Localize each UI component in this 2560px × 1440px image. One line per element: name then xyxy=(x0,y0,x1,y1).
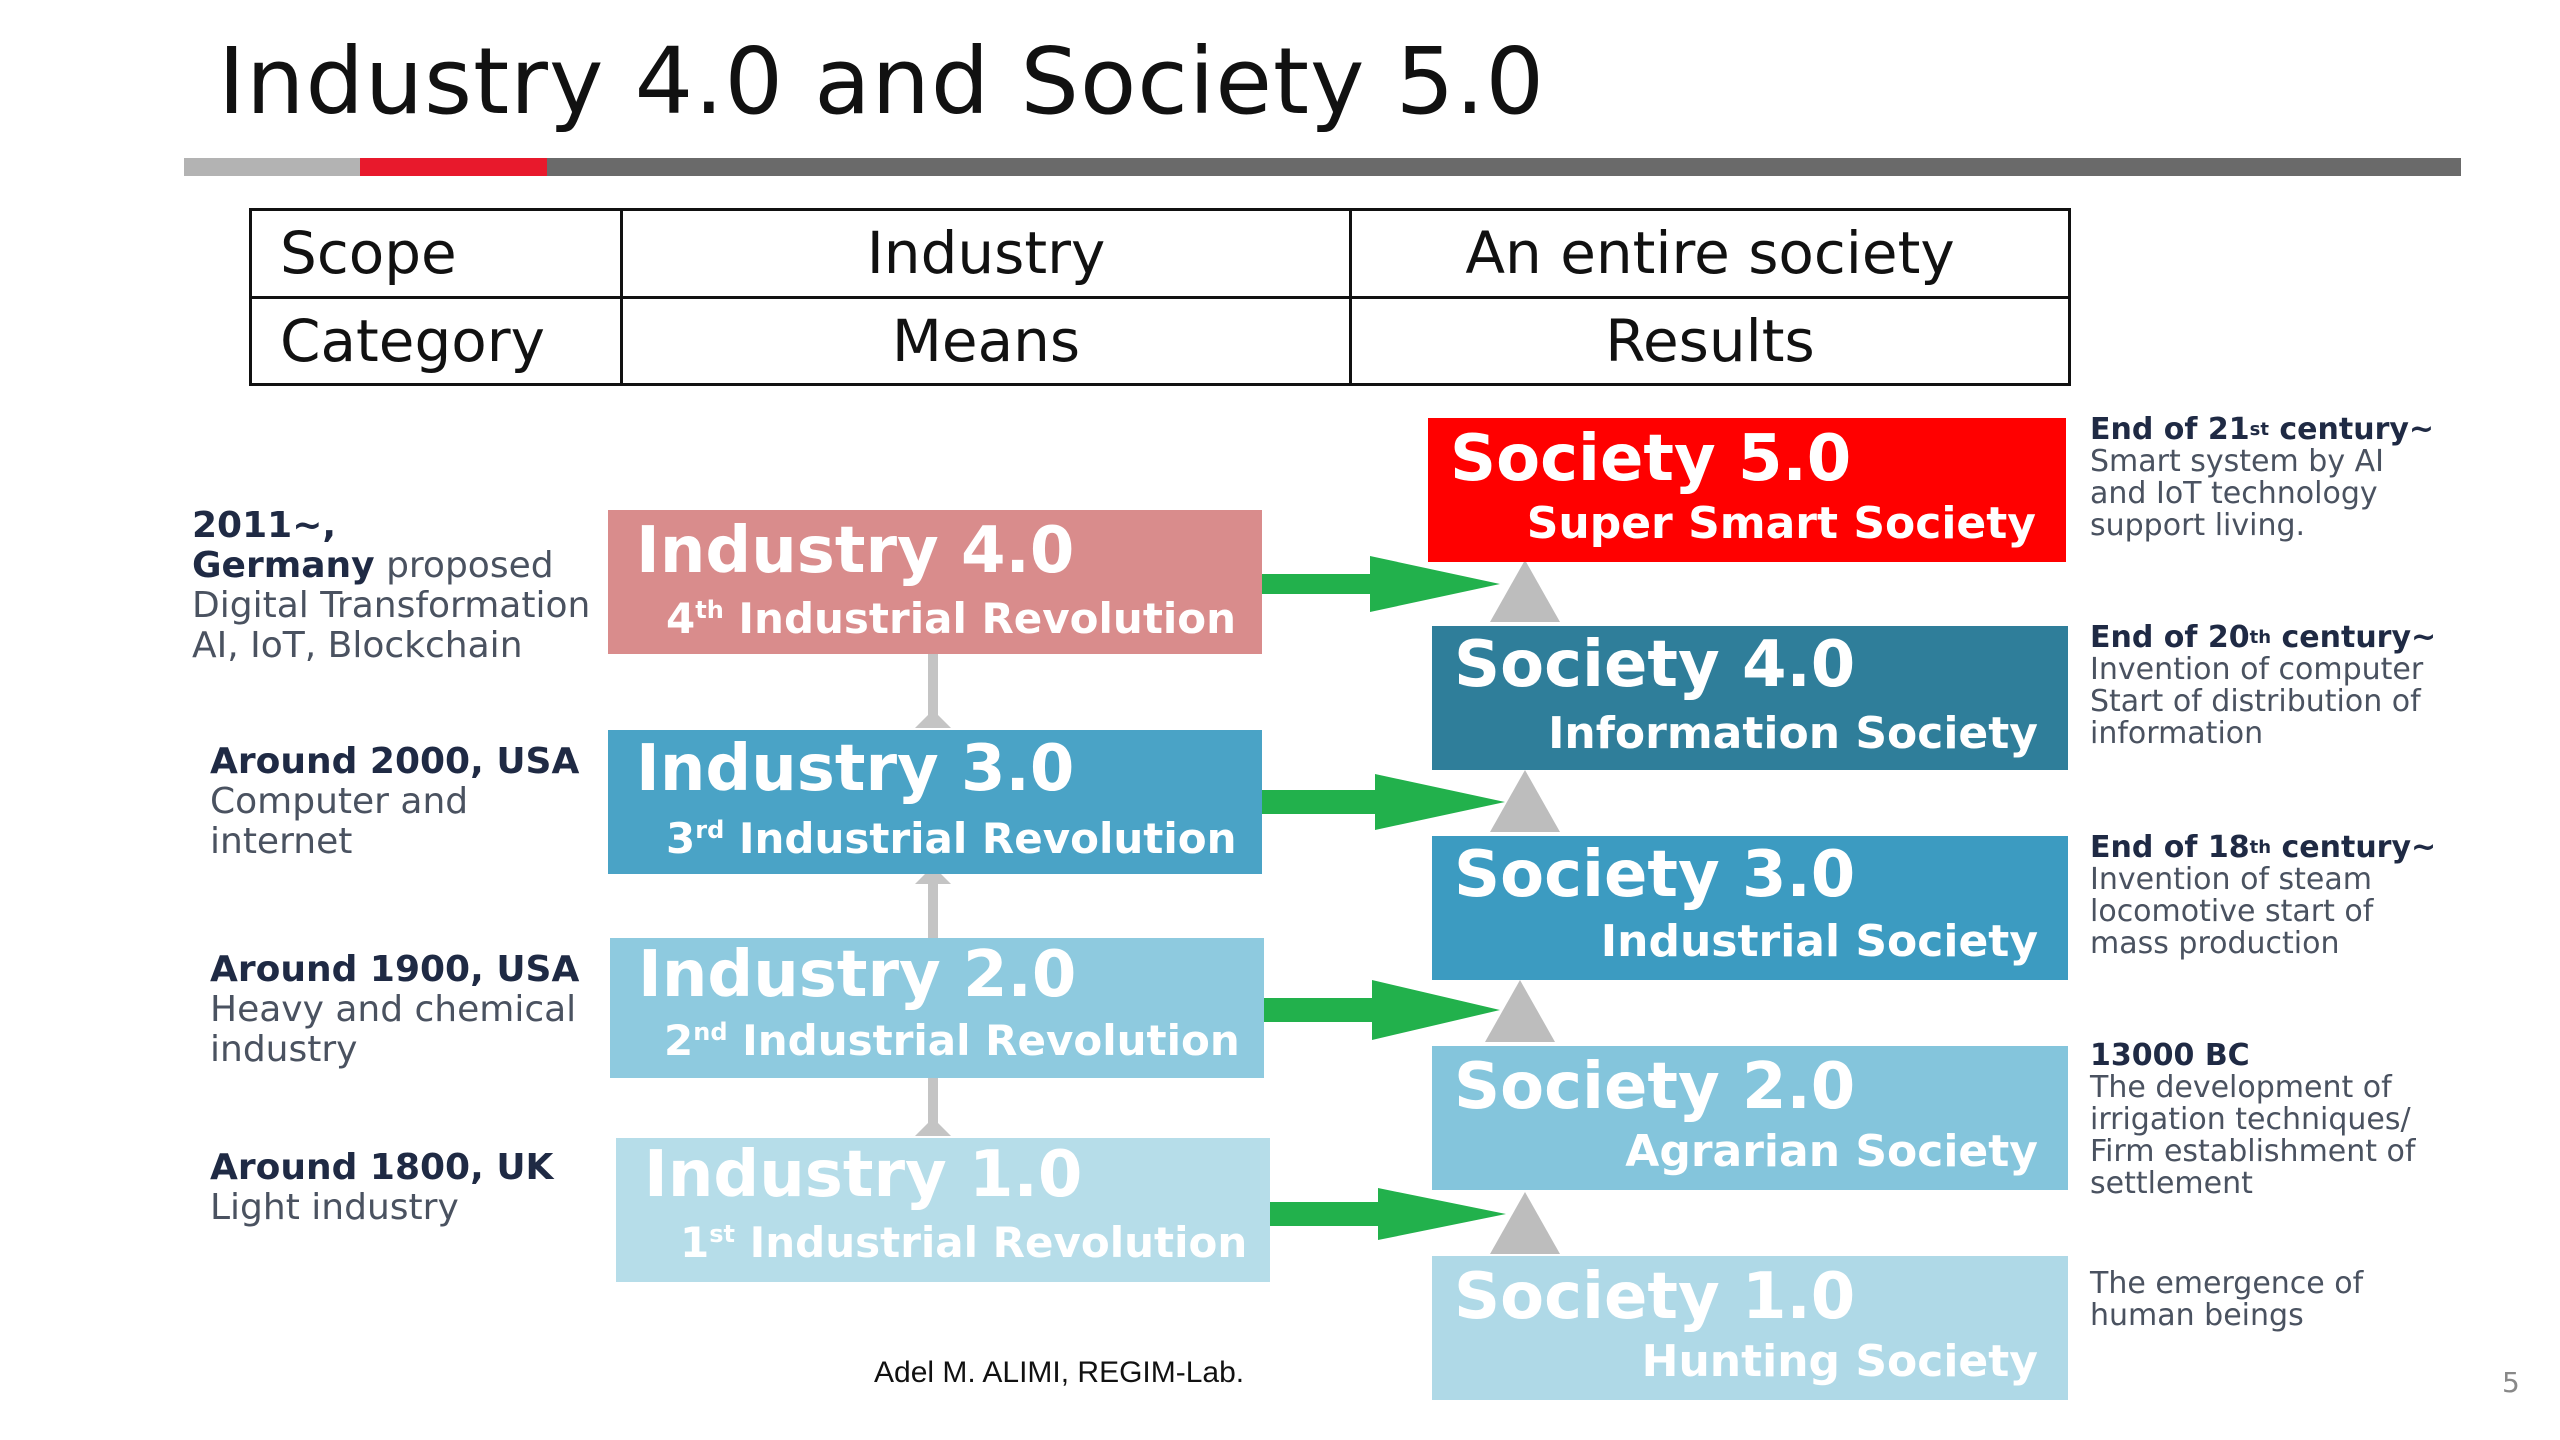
society-up-triangle xyxy=(1490,560,1560,622)
society-title: Society 3.0 xyxy=(1454,838,1856,912)
society-title: Society 5.0 xyxy=(1450,422,1852,496)
society-subtitle: Hunting Society xyxy=(1641,1336,2038,1387)
industry-revolution-label: 4th Industrial Revolution xyxy=(666,594,1237,643)
industry-connector xyxy=(928,652,938,728)
table-cell-results: Results xyxy=(1349,295,2071,386)
society-1-box: Society 1.0 Hunting Society xyxy=(1432,1256,2068,1400)
footer-credit: Adel M. ALIMI, REGIM-Lab. xyxy=(874,1356,1245,1389)
society-1-note: The emergence of human beings xyxy=(2090,1266,2364,1333)
society-3-note: End of 18th century~ Invention of steam … xyxy=(2090,830,2437,961)
industry-connector xyxy=(928,872,938,942)
society-subtitle: Super Smart Society xyxy=(1526,498,2036,549)
page-number: 5 xyxy=(2502,1366,2520,1399)
industry-up-triangle xyxy=(915,710,951,728)
industry-title: Industry 1.0 xyxy=(644,1138,1083,1212)
society-subtitle: Industrial Society xyxy=(1600,916,2038,967)
society-title: Society 2.0 xyxy=(1454,1050,1856,1124)
society-subtitle: Agrarian Society xyxy=(1625,1126,2038,1177)
society-subtitle: Information Society xyxy=(1548,708,2038,759)
industry-up-triangle xyxy=(915,866,951,884)
scope-category-table: Scope Industry An entire society Categor… xyxy=(249,208,2071,386)
table-cell-scope: Scope xyxy=(249,208,623,299)
table-row: Category Means Results xyxy=(249,295,2071,386)
industry-title: Industry 4.0 xyxy=(636,514,1075,588)
title-underline-light-segment xyxy=(184,158,360,176)
green-arrow-right xyxy=(1262,980,1500,1040)
industry-2-box: Industry 2.0 2nd Industrial Revolution xyxy=(610,938,1264,1078)
industry-revolution-label: 1st Industrial Revolution xyxy=(680,1218,1248,1267)
society-title: Society 1.0 xyxy=(1454,1260,1856,1334)
industry-3-box: Industry 3.0 3rd Industrial Revolution xyxy=(608,730,1262,874)
title-underline-accent-segment xyxy=(360,158,547,176)
society-2-note: 13000 BC The development of irrigation t… xyxy=(2090,1038,2416,1201)
industry-revolution-label: 3rd Industrial Revolution xyxy=(666,814,1237,863)
industry-3-label: Around 2000, USA Computer and internet xyxy=(210,741,580,862)
green-arrow-right xyxy=(1262,1188,1506,1240)
industry-connector xyxy=(928,1078,938,1136)
society-title: Society 4.0 xyxy=(1454,628,1856,702)
society-up-triangle xyxy=(1485,980,1555,1042)
table-cell-category: Category xyxy=(249,295,623,386)
society-5-note: End of 21st century~ Smart system by AI … xyxy=(2090,412,2435,543)
society-2-box: Society 2.0 Agrarian Society xyxy=(1432,1046,2068,1190)
industry-revolution-label: 2nd Industrial Revolution xyxy=(664,1016,1240,1065)
industry-1-box: Industry 1.0 1st Industrial Revolution xyxy=(616,1138,1270,1282)
industry-title: Industry 2.0 xyxy=(638,938,1077,1012)
industry-4-box: Industry 4.0 4th Industrial Revolution xyxy=(608,510,1262,654)
society-up-triangle xyxy=(1490,1192,1560,1254)
title-underline-bar xyxy=(184,158,2461,176)
table-cell-means: Means xyxy=(620,295,1352,386)
society-up-triangle xyxy=(1490,770,1560,832)
green-arrow-right xyxy=(1256,556,1500,612)
society-4-note: End of 20th century~ Invention of comput… xyxy=(2090,620,2437,751)
industry-up-triangle xyxy=(915,1118,951,1136)
industry-1-label: Around 1800, UK Light industry xyxy=(210,1147,554,1228)
society-4-box: Society 4.0 Information Society xyxy=(1432,626,2068,770)
society-5-box: Society 5.0 Super Smart Society xyxy=(1428,418,2066,562)
industry-title: Industry 3.0 xyxy=(636,732,1075,806)
society-3-box: Society 3.0 Industrial Society xyxy=(1432,836,2068,980)
table-cell-industry: Industry xyxy=(620,208,1352,299)
industry-2-label: Around 1900, USA Heavy and chemical indu… xyxy=(210,949,580,1070)
industry-4-label: 2011~, Germany proposed Digital Transfor… xyxy=(192,505,591,666)
green-arrow-right xyxy=(1256,774,1505,830)
table-row: Scope Industry An entire society xyxy=(249,208,2071,299)
table-cell-entire-society: An entire society xyxy=(1349,208,2071,299)
slide-title: Industry 4.0 and Society 5.0 xyxy=(218,28,1546,135)
